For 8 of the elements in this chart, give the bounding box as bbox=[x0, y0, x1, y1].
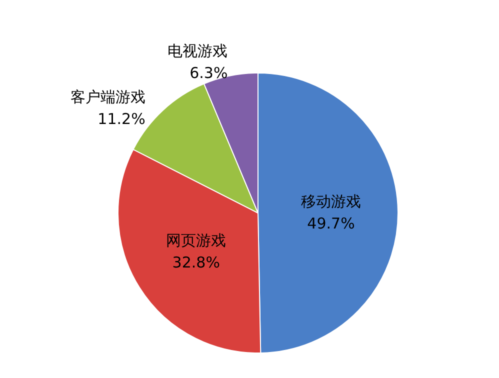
slice-label: 客户端游戏 bbox=[70, 88, 146, 106]
data-label: 6.3% bbox=[190, 64, 228, 82]
data-label: 32.8% bbox=[172, 254, 220, 272]
slice-label: 移动游戏 bbox=[300, 192, 361, 210]
slice-label: 电视游戏 bbox=[168, 42, 228, 60]
data-label: 49.7% bbox=[307, 214, 355, 232]
slice-label: 网页游戏 bbox=[166, 232, 226, 250]
data-label: 11.2% bbox=[98, 110, 146, 128]
